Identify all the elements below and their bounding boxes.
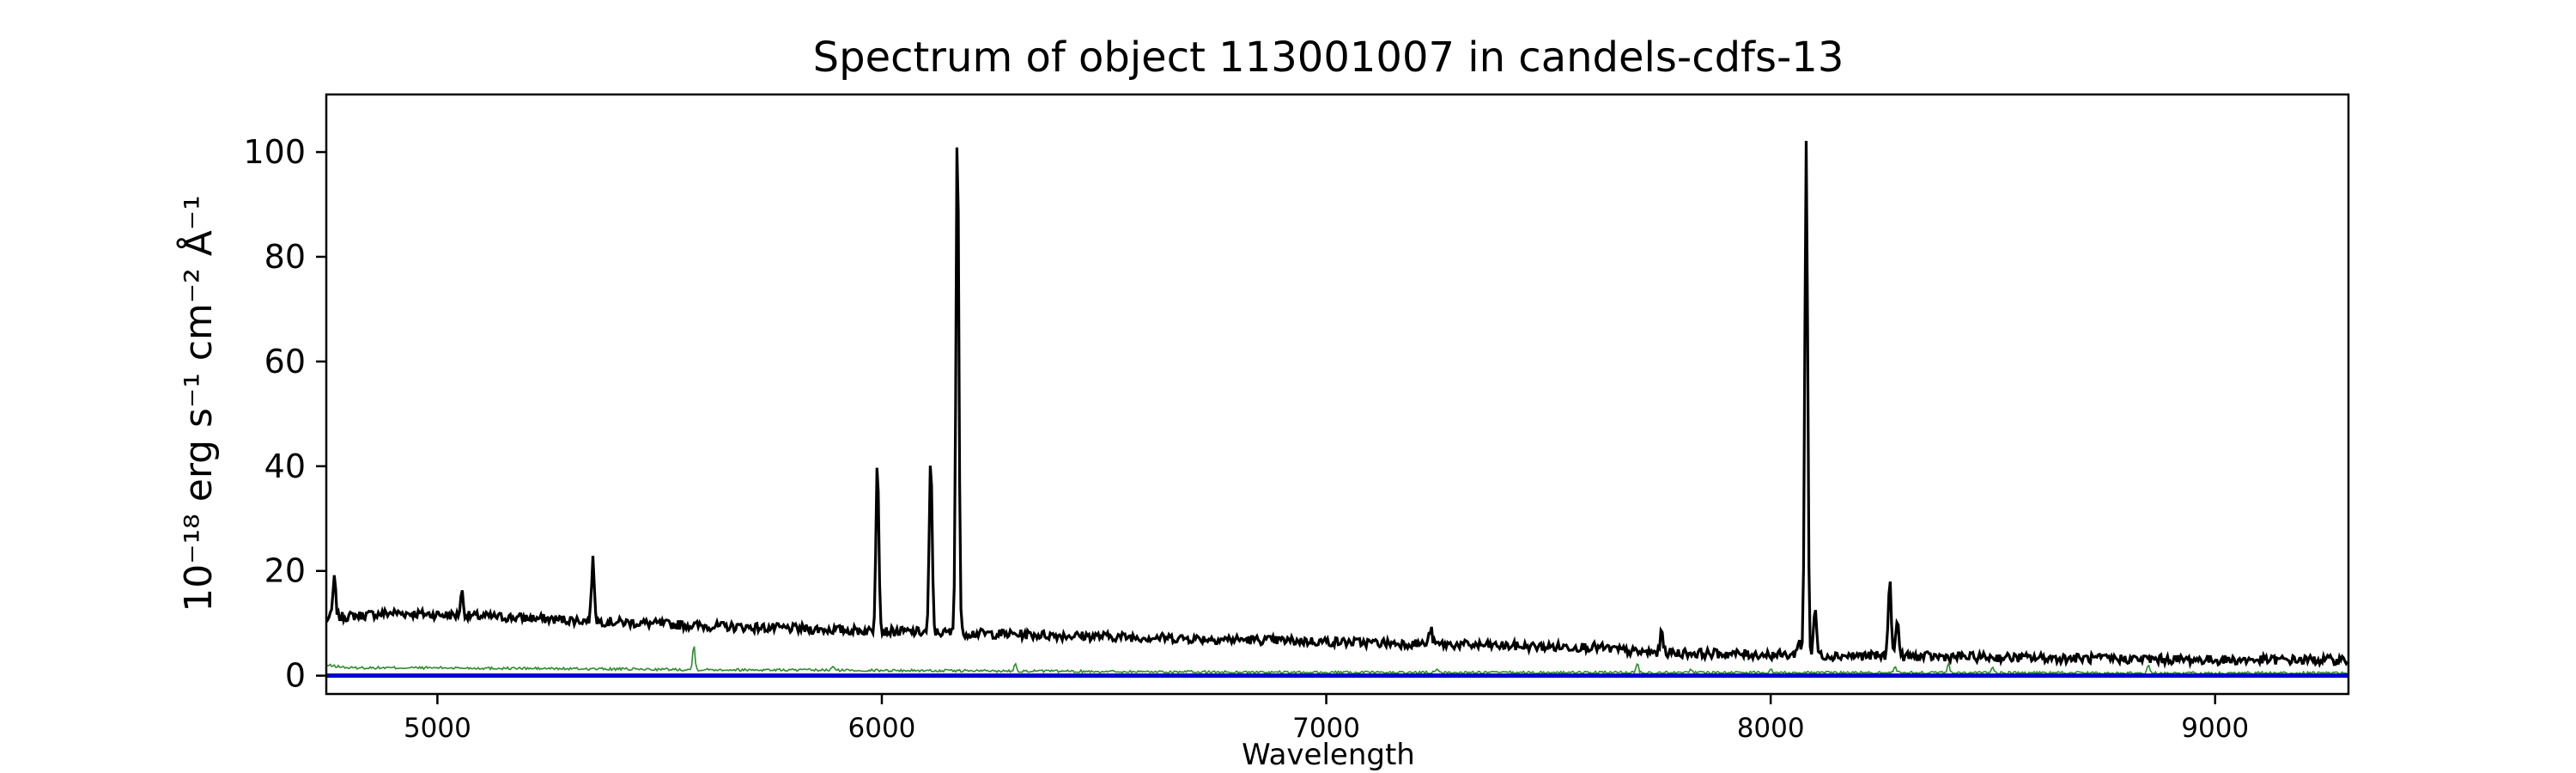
- y-tick-label: 20: [264, 552, 306, 590]
- plot-frame: [325, 93, 2350, 696]
- error-spectrum-line: [325, 646, 2348, 676]
- axis-ticks: 5000 6000 7000 8000 9000 0 20 40 60 80 100: [243, 133, 2249, 744]
- x-tick-label: 7000: [1292, 713, 1360, 744]
- flux-spectrum-line: [325, 140, 2349, 670]
- y-tick-label: 40: [264, 447, 306, 485]
- y-tick-label: 80: [264, 238, 306, 276]
- x-tick-label: 6000: [848, 713, 916, 744]
- y-tick-label: 0: [285, 657, 306, 695]
- y-tick-label: 100: [243, 133, 306, 171]
- x-tick-label: 8000: [1737, 713, 1805, 744]
- y-axis-label: 10⁻¹⁸ erg s⁻¹ cm⁻² Å⁻¹: [175, 195, 221, 612]
- x-tick-label: 5000: [404, 713, 471, 744]
- x-tick-label: 9000: [2181, 713, 2249, 744]
- chart-title: Spectrum of object 113001007 in candels-…: [813, 33, 1844, 82]
- plot-area: [325, 140, 2349, 679]
- x-axis-label: Wavelength: [1242, 738, 1415, 772]
- y-tick-label: 60: [264, 343, 306, 380]
